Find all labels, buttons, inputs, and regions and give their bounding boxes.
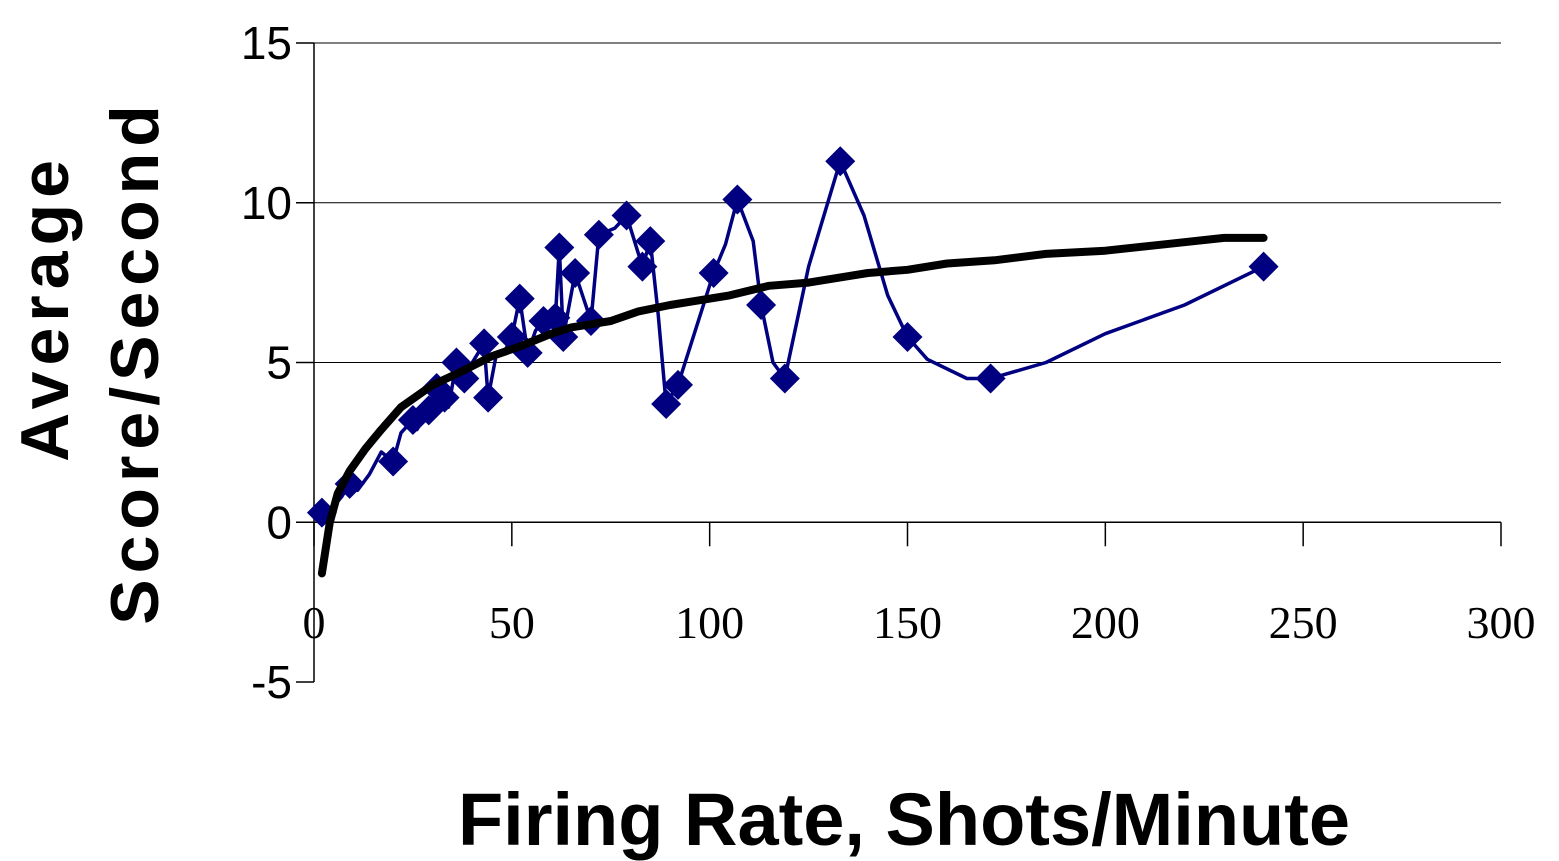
gridlines	[314, 42, 1501, 363]
y-tick-label: 10	[241, 177, 292, 229]
data-point-marker	[583, 219, 614, 250]
x-tick-label: 50	[489, 597, 535, 648]
data-point-marker	[469, 328, 500, 359]
data-point-marker	[1248, 251, 1279, 282]
y-tick-labels: 15 10 5 0 -5	[241, 17, 314, 708]
data-point-marker	[892, 321, 923, 352]
data-point-marker	[611, 200, 642, 231]
x-tick-labels: 0 50 100 150 200 250 300	[303, 522, 1536, 648]
x-tick-label: 100	[675, 597, 744, 648]
y-tick-label: 15	[241, 17, 292, 69]
data-point-marker	[560, 258, 591, 289]
trend-series	[317, 233, 1268, 578]
data-point-marker	[975, 363, 1006, 394]
data-series	[306, 146, 1279, 528]
data-point-marker	[722, 184, 753, 215]
data-point-marker	[627, 251, 658, 282]
data-point-marker	[429, 382, 460, 413]
data-point-marker	[825, 146, 856, 177]
x-tick-label: 0	[303, 597, 326, 648]
data-point-marker	[651, 389, 682, 420]
data-point-marker	[746, 289, 777, 320]
data-point-marker	[473, 382, 504, 413]
x-tick-label: 150	[873, 597, 942, 648]
y-tick-label: 0	[266, 496, 292, 548]
data-point-marker	[635, 226, 666, 257]
y-axis-title-line-1: Average	[7, 154, 83, 462]
x-tick-label: 300	[1467, 597, 1536, 648]
data-point-marker	[544, 232, 575, 263]
trend-series-line	[317, 233, 1268, 578]
data-point-marker	[378, 446, 409, 477]
data-point-marker	[698, 258, 729, 289]
data-series-line	[321, 159, 1265, 515]
x-tick-label: 250	[1269, 597, 1338, 648]
data-point-marker	[504, 283, 535, 314]
x-axis-title: Firing Rate, Shots/Minute	[458, 778, 1350, 861]
y-tick-label: 5	[266, 337, 292, 389]
data-point-marker	[663, 369, 694, 400]
data-point-marker	[769, 363, 800, 394]
y-axis-title-line-2: Score/Second	[97, 99, 173, 625]
y-tick-label: -5	[251, 656, 292, 708]
x-tick-label: 200	[1071, 597, 1140, 648]
